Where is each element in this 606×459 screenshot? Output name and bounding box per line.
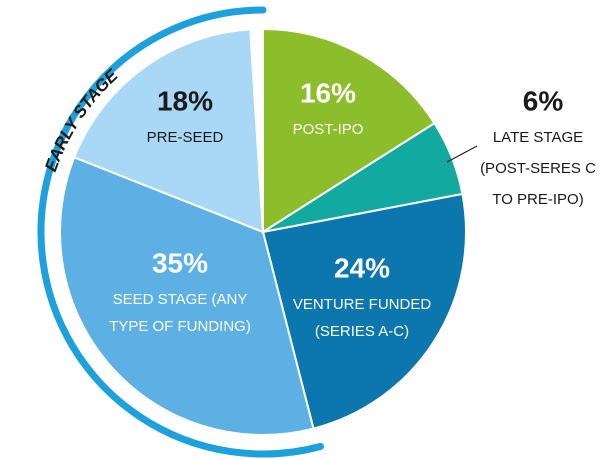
slice-label: SEED STAGE (ANY: [113, 291, 248, 308]
slice-label: (SERIES A-C): [315, 323, 409, 340]
early-stage-arc: [37, 6, 324, 458]
slice-label: PRE-SEED: [147, 129, 224, 146]
pie-slice: [261, 192, 467, 430]
value-label: 35%: [152, 247, 208, 278]
value-label: 16%: [300, 77, 356, 108]
pie-slice: [262, 27, 436, 234]
slice-label: TO PRE-IPO): [492, 191, 583, 208]
value-label: 6%: [523, 85, 564, 116]
leader-line: [446, 145, 478, 163]
value-label: 24%: [334, 252, 390, 283]
slice-label: (POST-SERES C: [480, 160, 596, 177]
slice-label: VENTURE FUNDED: [293, 296, 432, 313]
slice-label: POST-IPO: [293, 121, 364, 138]
value-label: 18%: [157, 85, 213, 116]
slice-label: TYPE OF FUNDING): [109, 318, 251, 335]
pie-slice: [72, 28, 265, 234]
pie-slice: [59, 155, 315, 436]
slice-label: LATE STAGE: [493, 129, 583, 146]
